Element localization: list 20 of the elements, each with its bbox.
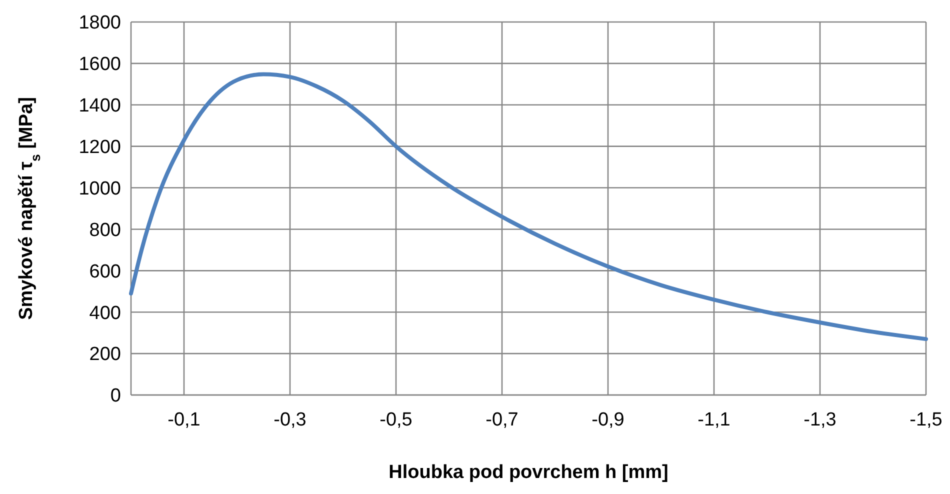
y-tick-label: 1800 [78, 12, 121, 34]
x-tick-label: -1,5 [910, 410, 942, 431]
x-tick-label: -1,1 [698, 410, 730, 431]
y-tick-label: 1200 [78, 136, 121, 158]
y-tick-label: 800 [89, 220, 121, 241]
x-tick-label: -0,9 [592, 410, 624, 431]
x-tick-label: -0,5 [380, 410, 412, 431]
y-tick-label: 200 [89, 344, 121, 366]
x-tick-label: -0,7 [486, 410, 518, 431]
line-series [129, 72, 928, 342]
x-tick-label: -0,1 [168, 410, 200, 431]
y-tick-label: 1000 [78, 178, 121, 200]
x-tick-label: -1,3 [804, 410, 836, 431]
x-tick-label: -0,3 [274, 410, 306, 431]
y-tick-label: 0 [110, 386, 121, 407]
y-tick-label: 1400 [78, 96, 121, 117]
y-tick-label: 1600 [78, 54, 121, 76]
y-tick-label: 400 [89, 302, 121, 324]
x-axis-title: Hloubka pod povrchem h [mm] [388, 462, 668, 483]
y-tick-label: 600 [89, 261, 121, 282]
